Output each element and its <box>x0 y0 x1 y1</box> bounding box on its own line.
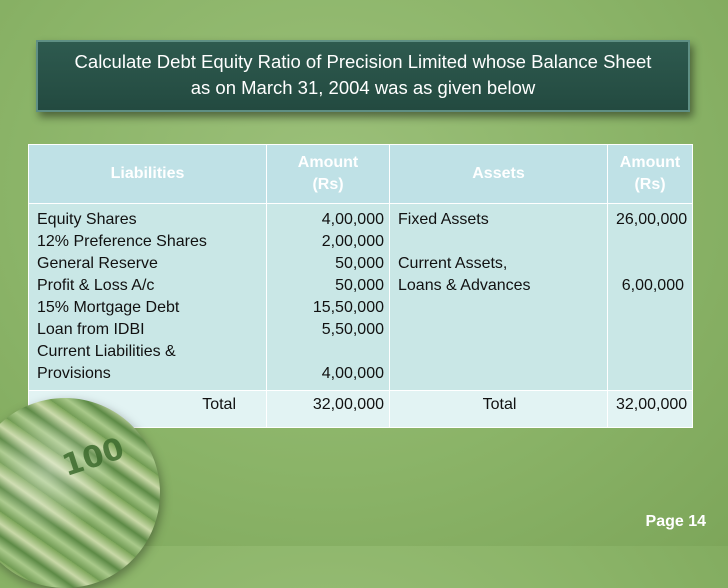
slide-title-line-1: Calculate Debt Equity Ratio of Precision… <box>74 51 652 72</box>
liability-amount: 50,000 <box>335 277 384 294</box>
header-amount-left-line-1: Amount <box>297 154 359 171</box>
asset-amount <box>616 231 684 253</box>
asset-label <box>398 319 601 341</box>
asset-label <box>398 297 601 319</box>
liability-label: Provisions <box>37 365 111 382</box>
header-amount-left: Amount (Rs) <box>266 144 390 204</box>
asset-label: Current Assets, <box>398 255 508 272</box>
liability-amount <box>275 341 384 363</box>
liability-label: 12% Preference Shares <box>37 233 207 250</box>
asset-label: Loans & Advances <box>398 277 531 294</box>
liability-amount: 15,50,000 <box>312 299 384 316</box>
header-liabilities: Liabilities <box>28 144 267 204</box>
slide-title-line-2: as on March 31, 2004 was as given below <box>190 77 536 98</box>
liabilities-amounts-cell: 4,00,000 2,00,000 50,000 50,000 15,50,00… <box>266 203 390 391</box>
asset-label: Fixed Assets <box>398 211 489 228</box>
liability-amount: 2,00,000 <box>321 233 384 250</box>
liability-amount: 4,00,000 <box>321 365 384 382</box>
header-amount-left-line-2: (Rs) <box>312 176 344 193</box>
header-amount-right-line-1: Amount <box>619 154 681 171</box>
slide-title-box: Calculate Debt Equity Ratio of Precision… <box>36 40 690 112</box>
header-assets: Assets <box>389 144 608 204</box>
liability-label: Profit & Loss A/c <box>37 277 155 294</box>
asset-amount: 6,00,000 <box>621 277 684 294</box>
asset-amount: 26,00,000 <box>616 211 688 228</box>
asset-label <box>398 363 601 385</box>
liability-label: 15% Mortgage Debt <box>37 299 180 316</box>
table-header-row: Liabilities Amount (Rs) Assets Amount (R… <box>28 144 693 204</box>
asset-amount <box>616 319 684 341</box>
liability-amount: 50,000 <box>335 255 384 272</box>
liability-label: Loan from IDBI <box>37 321 145 338</box>
total-right-label: Total <box>389 390 608 428</box>
liabilities-labels-cell: Equity Shares 12% Preference Shares Gene… <box>28 203 267 391</box>
asset-label <box>398 231 601 253</box>
table-body-row: Equity Shares 12% Preference Shares Gene… <box>28 203 693 391</box>
header-amount-right: Amount (Rs) <box>607 144 693 204</box>
asset-amount <box>616 363 684 385</box>
liability-amount: 4,00,000 <box>321 211 384 228</box>
asset-amount <box>616 341 684 363</box>
balance-sheet-table: Liabilities Amount (Rs) Assets Amount (R… <box>28 144 693 428</box>
total-right-amount: 32,00,000 <box>607 390 693 428</box>
liability-label: Equity Shares <box>37 211 137 228</box>
asset-label <box>398 341 601 363</box>
page-number: Page 14 <box>645 513 706 530</box>
assets-amounts-cell: 26,00,000 6,00,000 <box>607 203 693 391</box>
total-left-amount: 32,00,000 <box>266 390 390 428</box>
assets-labels-cell: Fixed Assets Current Assets, Loans & Adv… <box>389 203 608 391</box>
asset-amount <box>616 297 684 319</box>
header-amount-right-line-2: (Rs) <box>634 176 666 193</box>
asset-amount <box>616 253 684 275</box>
liability-label: General Reserve <box>37 255 158 272</box>
liability-amount: 5,50,000 <box>321 321 384 338</box>
liability-label: Current Liabilities & <box>37 343 176 360</box>
